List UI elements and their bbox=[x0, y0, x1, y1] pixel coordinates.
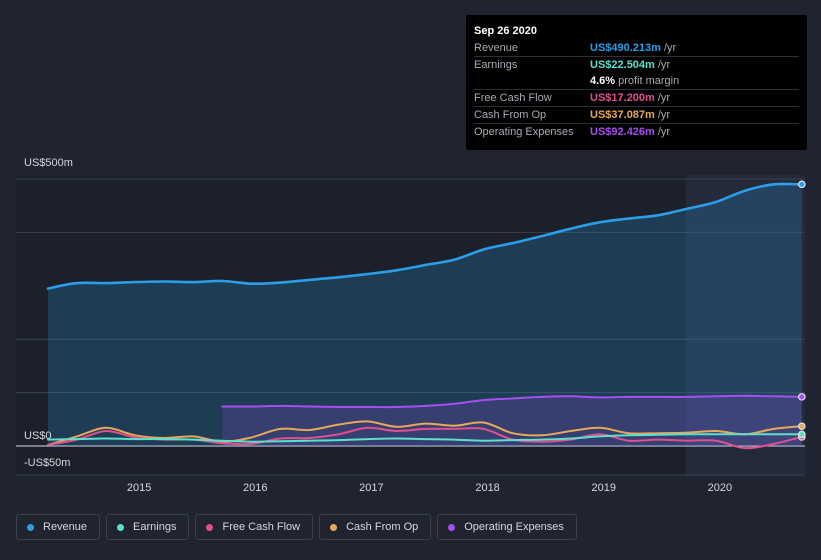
tooltip-unit: /yr bbox=[657, 92, 671, 104]
tooltip-date: Sep 26 2020 bbox=[474, 25, 537, 37]
legend-dot-icon bbox=[330, 523, 338, 531]
tooltip-unit: profit margin bbox=[618, 75, 680, 87]
tooltip-label: Revenue bbox=[474, 42, 519, 54]
tooltip-value: US$490.213m bbox=[590, 42, 661, 54]
tooltip-value: US$92.426m bbox=[590, 126, 655, 138]
operating-expenses-endpoint bbox=[798, 393, 806, 401]
x-tick-label: 2017 bbox=[359, 482, 383, 494]
legend-label: Free Cash Flow bbox=[222, 521, 301, 533]
legend-dot-icon bbox=[448, 523, 456, 531]
legend-label: Operating Expenses bbox=[464, 521, 564, 533]
tooltip-label: Earnings bbox=[474, 59, 518, 71]
x-tick-label: 2015 bbox=[127, 482, 151, 494]
tooltip-unit: /yr bbox=[657, 59, 671, 71]
legend-item-cash-from-op[interactable]: Cash From Op bbox=[319, 514, 432, 540]
tooltip-label: Operating Expenses bbox=[474, 126, 574, 138]
x-tick-label: 2016 bbox=[243, 482, 267, 494]
tooltip-row-earnings: Earnings US$22.504m /yr bbox=[474, 56, 799, 73]
tooltip-value: US$37.087m bbox=[590, 109, 655, 121]
legend-item-free-cash-flow[interactable]: Free Cash Flow bbox=[195, 514, 314, 540]
legend-dot-icon bbox=[206, 523, 214, 531]
x-tick-label: 2019 bbox=[591, 482, 615, 494]
legend-label: Revenue bbox=[43, 521, 88, 533]
legend-label: Earnings bbox=[133, 521, 177, 533]
tooltip-row-free-cash-flow: Free Cash Flow US$17.200m /yr bbox=[474, 89, 799, 106]
legend-dot-icon bbox=[117, 523, 125, 531]
revenue-endpoint bbox=[798, 180, 806, 189]
cash-from-op-line bbox=[47, 420, 803, 446]
legend-dot-icon bbox=[27, 523, 34, 531]
tooltip-row-profit-margin: 4.6% profit margin bbox=[474, 73, 799, 89]
tooltip-label: Cash From Op bbox=[474, 109, 547, 121]
chart-legend: Revenue Earnings Free Cash Flow Cash Fro… bbox=[16, 514, 577, 540]
legend-item-earnings[interactable]: Earnings bbox=[106, 514, 190, 540]
revenue-area bbox=[48, 183, 802, 446]
legend-label: Cash From Op bbox=[346, 521, 419, 533]
y-tick-label: -US$50m bbox=[24, 457, 70, 469]
tooltip-unit: /yr bbox=[657, 109, 671, 121]
x-tick-label: 2020 bbox=[708, 482, 732, 494]
operating-expenses-line bbox=[221, 394, 803, 409]
tooltip-value: 4.6% bbox=[590, 75, 616, 87]
x-tick-label: 2018 bbox=[475, 482, 499, 494]
tooltip-value: US$17.200m bbox=[590, 92, 655, 104]
forecast-band bbox=[685, 175, 805, 475]
tooltip-row-revenue: Revenue US$490.213m /yr bbox=[474, 40, 799, 56]
earnings-endpoint bbox=[798, 430, 806, 439]
revenue-line bbox=[46, 182, 804, 290]
earnings-line bbox=[47, 433, 803, 443]
cash-from-op-endpoint bbox=[798, 422, 806, 431]
legend-item-revenue[interactable]: Revenue bbox=[16, 514, 101, 540]
tooltip-value: US$22.504m bbox=[590, 59, 655, 71]
chart-tooltip: Sep 26 2020 Revenue US$490.213m /yr Earn… bbox=[466, 15, 807, 150]
tooltip-row-operating-expenses: Operating Expenses US$92.426m /yr bbox=[474, 123, 799, 140]
tooltip-row-cash-from-op: Cash From Op US$37.087m /yr bbox=[474, 106, 799, 123]
legend-item-operating-expenses[interactable]: Operating Expenses bbox=[437, 514, 577, 540]
y-tick-label: US$0 bbox=[24, 430, 52, 442]
tooltip-unit: /yr bbox=[657, 126, 671, 138]
tooltip-label: Free Cash Flow bbox=[474, 92, 552, 104]
tooltip-unit: /yr bbox=[663, 42, 677, 54]
y-tick-label: US$500m bbox=[24, 157, 73, 169]
